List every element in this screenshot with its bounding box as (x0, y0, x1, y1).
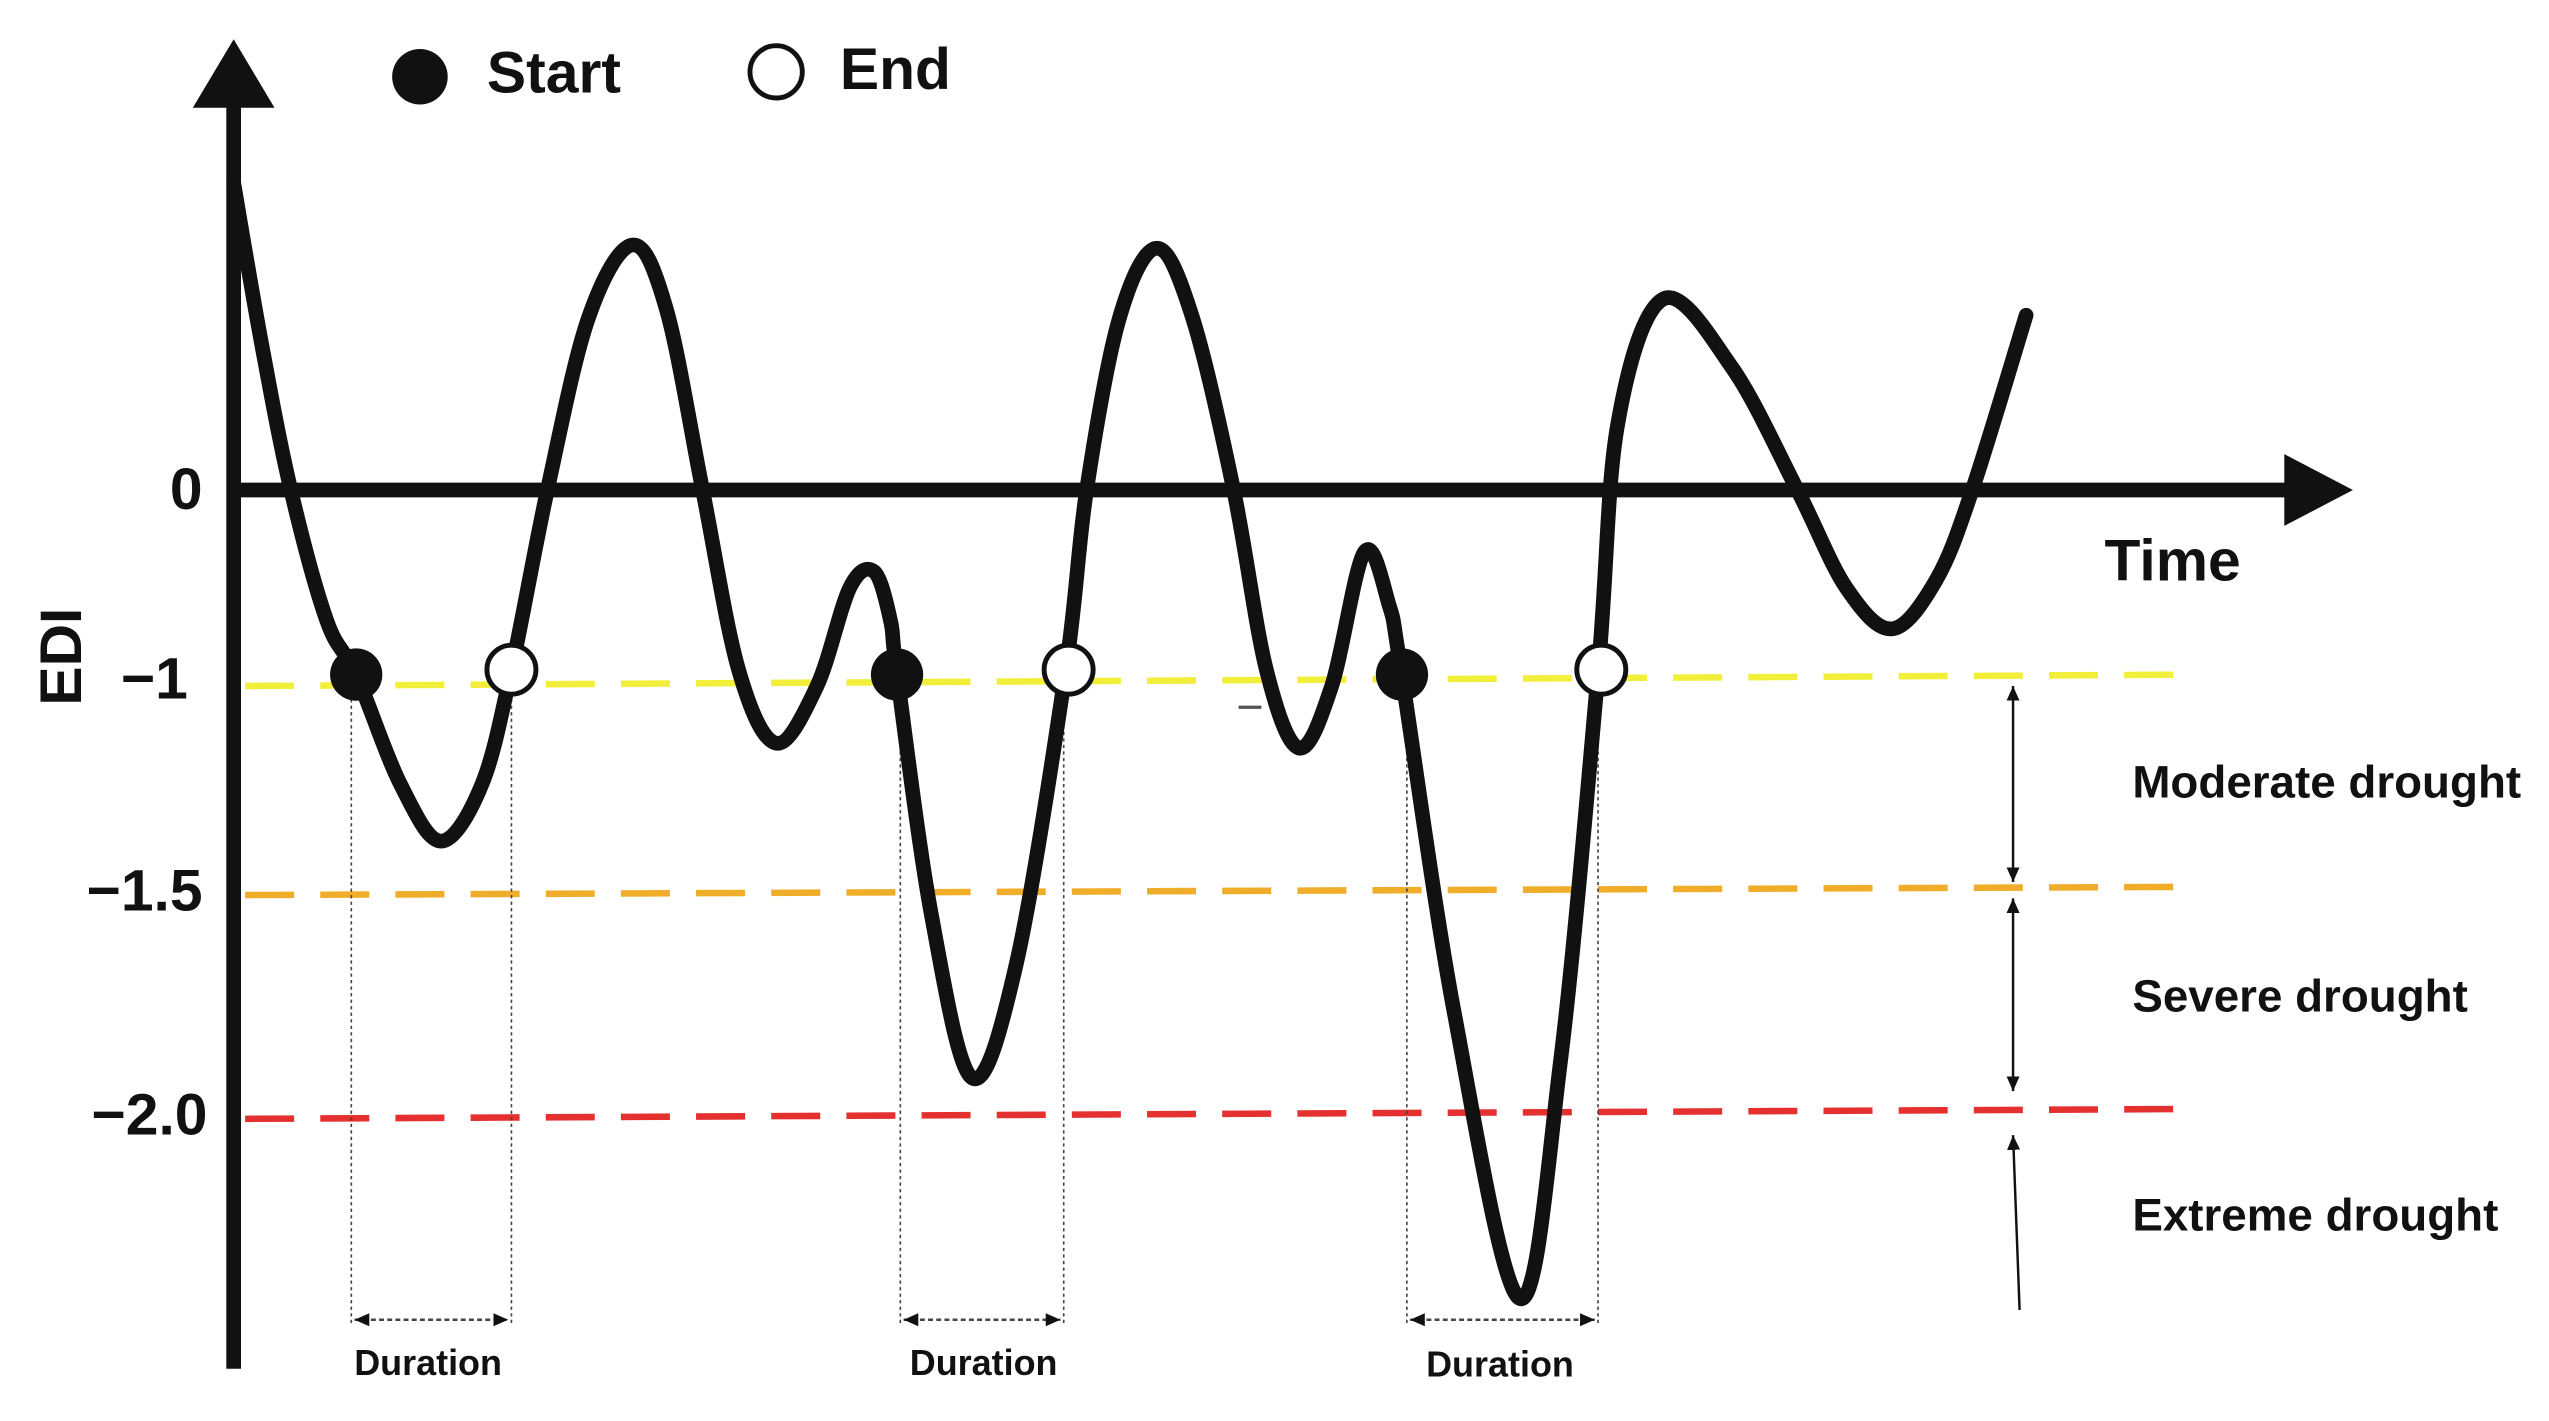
y-axis-arrow (192, 39, 275, 108)
tick-label: −1 (121, 646, 188, 711)
duration-label: Duration (1426, 1344, 1574, 1385)
tick-label: 0 (170, 457, 203, 522)
legend-end-marker (747, 43, 805, 101)
class-label: Extreme drought (2132, 1190, 2498, 1241)
start-markers (330, 648, 1429, 701)
severe-threshold (245, 883, 2182, 899)
tick-label: −1.5 (87, 859, 203, 924)
duration-label: Duration (354, 1342, 502, 1383)
legend-end: End (840, 37, 951, 102)
duration-label: Duration (910, 1342, 1058, 1383)
class-arrows (2006, 686, 2021, 1310)
x-axis-label: Time (2105, 529, 2241, 594)
extreme-threshold (245, 1105, 2182, 1123)
tick-label: −2.0 (91, 1082, 207, 1147)
end-markers (484, 642, 1629, 697)
legend-start-marker (392, 49, 448, 105)
class-label: Severe drought (2132, 971, 2468, 1022)
edi-curve (226, 175, 2034, 1306)
legend-start: Start (487, 40, 621, 105)
x-axis-arrow (2284, 454, 2353, 526)
duration-guides (350, 686, 1599, 1327)
moderate-threshold (245, 671, 2198, 690)
y-axis-label: EDI (29, 608, 94, 706)
class-label: Moderate drought (2132, 757, 2521, 808)
